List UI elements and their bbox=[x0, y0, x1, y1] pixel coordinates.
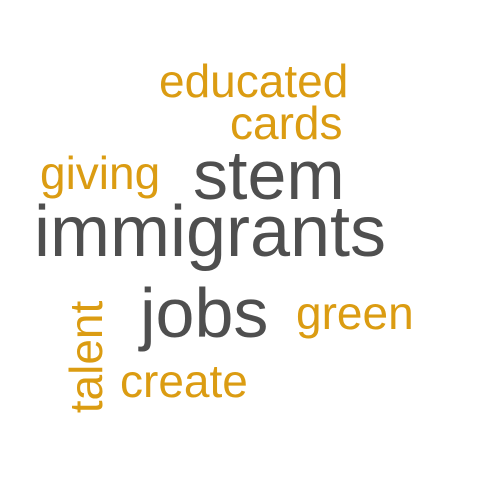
word-green: green bbox=[296, 287, 414, 339]
word-educated: educated bbox=[159, 55, 349, 107]
word-giving: giving bbox=[40, 147, 161, 199]
word-immigrants: immigrants bbox=[34, 192, 387, 272]
word-stem: stem bbox=[193, 136, 345, 214]
word-cards: cards bbox=[230, 97, 343, 149]
word-talent: talent bbox=[60, 300, 112, 414]
word-jobs: jobs bbox=[140, 274, 269, 352]
word-create: create bbox=[120, 355, 248, 407]
